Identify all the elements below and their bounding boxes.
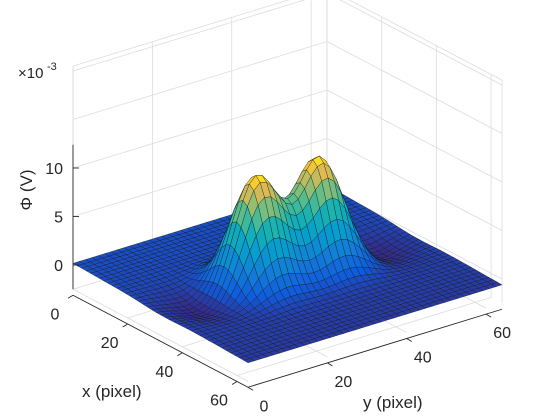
surface-cell bbox=[243, 358, 255, 364]
z-axis-label: Φ (V) bbox=[17, 170, 36, 211]
tick-labels: 0 20 40 60 0 20 40 60 0 5 10 bbox=[45, 161, 511, 415]
y-axis-line bbox=[247, 308, 503, 388]
x-axis-line bbox=[72, 294, 249, 388]
x-tick-label: 0 bbox=[51, 306, 60, 323]
z-exponent-power: -3 bbox=[47, 61, 57, 73]
z-tick-label: 5 bbox=[54, 210, 63, 227]
x-axis-label: x (pixel) bbox=[82, 382, 142, 401]
axes-lines bbox=[67, 144, 503, 391]
y-axis-label: y (pixel) bbox=[363, 393, 423, 412]
x-tick-label: 60 bbox=[210, 393, 228, 410]
x-tick-label: 20 bbox=[101, 335, 119, 352]
y-tick-label: 0 bbox=[260, 398, 269, 415]
surface-mesh bbox=[72, 155, 503, 364]
z-exponent: ×10 -3 bbox=[18, 61, 57, 82]
y-tick-label: 60 bbox=[493, 325, 511, 342]
y-tick-label: 40 bbox=[414, 350, 432, 367]
z-tick-label: 10 bbox=[45, 161, 63, 178]
y-tick-label: 20 bbox=[334, 374, 352, 391]
x-tick-label: 40 bbox=[155, 364, 173, 381]
z-tick-label: 0 bbox=[54, 258, 63, 275]
z-exponent-base: ×10 bbox=[18, 65, 43, 82]
